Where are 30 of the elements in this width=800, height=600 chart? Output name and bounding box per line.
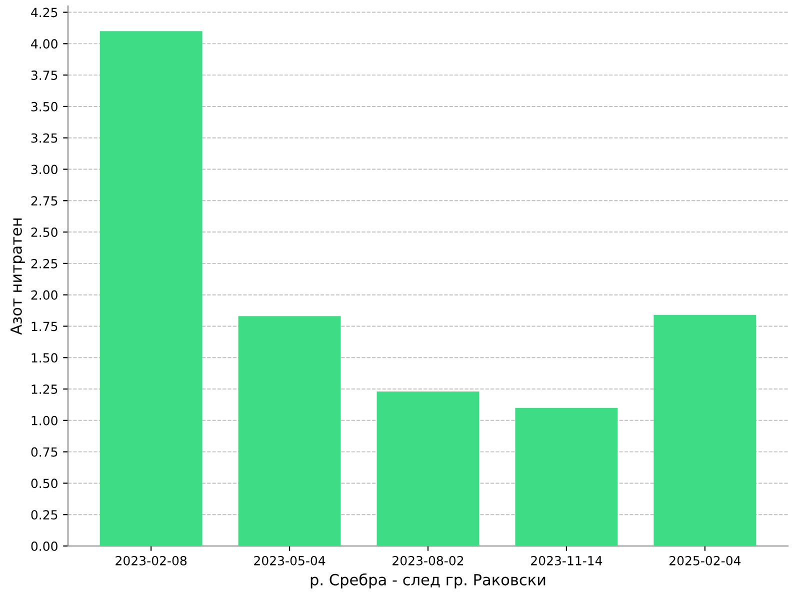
y-tick-label: 2.25 (31, 258, 58, 268)
bar (100, 31, 202, 546)
y-tick-label: 2.75 (31, 196, 58, 206)
y-axis-title: Азот нитратен (10, 218, 25, 335)
x-axis-title: р. Сребра - след гр. Раковски (310, 573, 546, 588)
y-tick-label: 0.50 (31, 478, 58, 488)
bar (654, 314, 756, 546)
y-tick-label: 3.50 (31, 102, 58, 112)
bar (238, 316, 341, 546)
y-tick-label: 1.50 (32, 353, 58, 363)
y-tick-label: 0.00 (31, 541, 58, 551)
y-tick-label: 2.50 (31, 228, 58, 237)
x-tick-label: 2023-05-04 (254, 556, 326, 566)
x-tick-label: 2023-11-14 (531, 556, 602, 566)
y-tick-label: 1.75 (32, 322, 58, 332)
y-tick-label: 0.75 (31, 447, 58, 457)
y-tick-label: 4.25 (31, 8, 58, 18)
bar (376, 392, 480, 546)
y-tick-label: 3.25 (31, 133, 58, 143)
y-tick-label: 1.25 (32, 384, 58, 394)
y-tick-label: 4.00 (31, 39, 58, 49)
bar (515, 408, 618, 546)
x-tick-label: 2025-02-04 (670, 556, 741, 566)
y-tick-label: 2.00 (31, 290, 58, 300)
y-tick-label: 3.75 (31, 70, 58, 80)
x-tick-label: 2023-08-02 (392, 556, 464, 566)
y-tick-label: 3.00 (31, 164, 58, 174)
y-tick-label: 0.25 (31, 510, 58, 520)
x-tick-label: 2023-02-08 (116, 556, 187, 566)
y-tick-label: 1.00 (32, 416, 58, 426)
